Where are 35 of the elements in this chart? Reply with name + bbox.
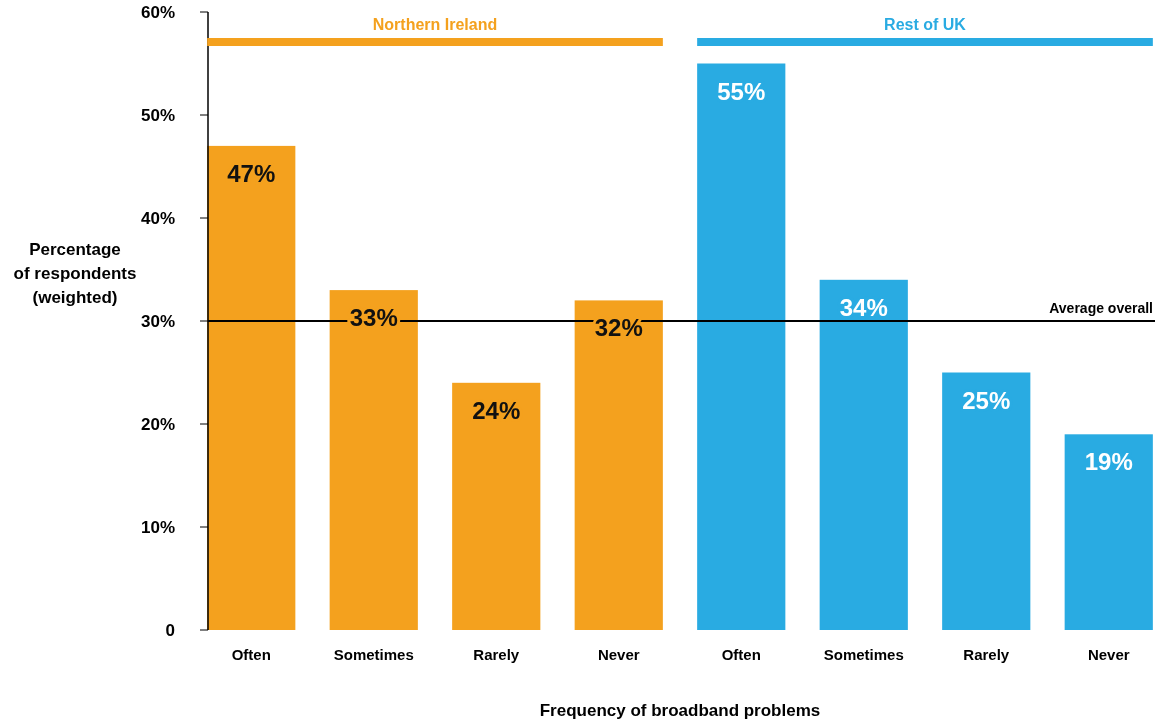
data-label: 19%: [1084, 448, 1133, 476]
y-tick-label: 10%: [140, 518, 175, 537]
bar: [697, 63, 786, 630]
bar: [1064, 434, 1153, 630]
x-axis-title: Frequency of broadband problems: [539, 701, 821, 720]
bar: [207, 145, 296, 630]
ref-line-label: Average overall: [1049, 300, 1153, 316]
text: Northern Ireland: [372, 16, 498, 33]
x-tick-label: Rarely: [963, 646, 1010, 663]
bar: [942, 372, 1031, 630]
y-axis-title: Percentage of respondents (weighted): [13, 240, 137, 307]
y-tick-label: 60%: [140, 3, 175, 22]
x-tick-label: Sometimes: [333, 646, 414, 663]
x-tick-label: Rarely: [473, 646, 520, 663]
y-tick-label: 0: [165, 621, 175, 640]
data-label: 47%: [227, 159, 276, 187]
x-tick-label: Often: [721, 646, 761, 663]
x-tick-label: Sometimes: [823, 646, 904, 663]
bar: [819, 279, 908, 630]
y-tick-label: 30%: [140, 312, 175, 331]
bar: [574, 300, 663, 630]
y-tick-label: 20%: [140, 415, 175, 434]
data-label: 55%: [717, 77, 766, 105]
bar: [452, 382, 541, 630]
data-label: 34%: [839, 293, 888, 321]
data-label: 24%: [472, 396, 521, 424]
data-label: 32%: [594, 314, 643, 342]
data-label: 25%: [962, 386, 1011, 414]
x-tick-label: Never: [1087, 646, 1130, 663]
x-tick-label: Often: [231, 646, 271, 663]
bar: [329, 290, 418, 630]
text: Rest of UK: [884, 16, 967, 33]
x-tick-label: Never: [597, 646, 640, 663]
y-tick-label: 40%: [140, 209, 175, 228]
y-tick-label: 50%: [140, 106, 175, 125]
